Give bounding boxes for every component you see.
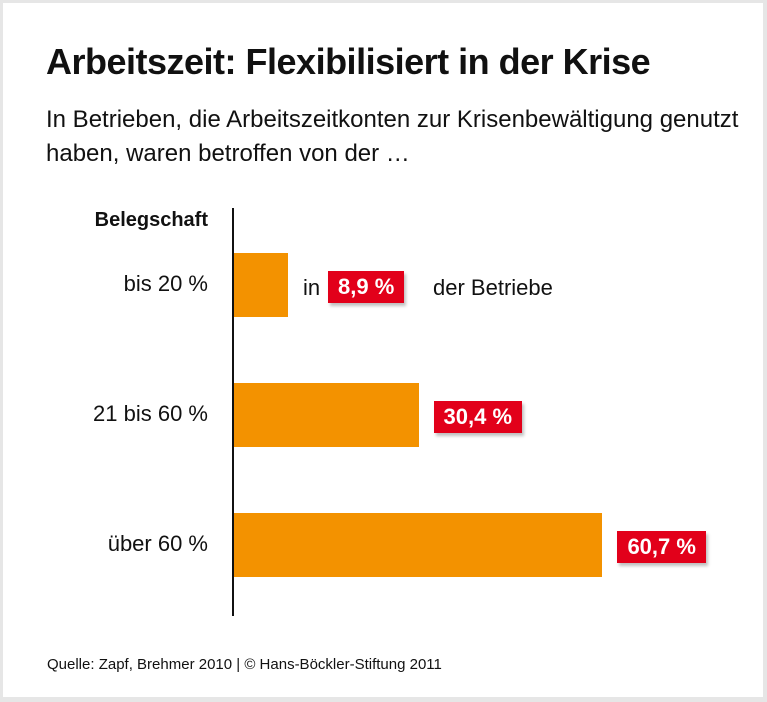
category-label: über 60 % (107, 531, 208, 556)
label-prefix: in (303, 275, 321, 300)
category-label: bis 20 % (123, 271, 208, 296)
value-label: 30,4 % (433, 401, 523, 433)
chart-title: Arbeitszeit: Flexibilisiert in der Krise (46, 41, 651, 82)
source-note: Quelle: Zapf, Brehmer 2010 | © Hans-Böck… (47, 656, 442, 673)
y-axis-line (232, 208, 234, 616)
category-header: Belegschaft (94, 209, 208, 231)
bar (234, 253, 289, 317)
chart-frame: Arbeitszeit: Flexibilisiert in der Krise… (3, 3, 763, 697)
chart-subtitle: In Betrieben, die Arbeitszeitkonten zur … (46, 106, 739, 167)
category-label: 21 bis 60 % (93, 401, 208, 426)
bar (234, 383, 419, 447)
label-suffix: der Betriebe (433, 275, 553, 300)
value-label: 60,7 % (617, 531, 706, 563)
bar (234, 513, 603, 577)
value-label: 8,9 % (328, 271, 405, 303)
